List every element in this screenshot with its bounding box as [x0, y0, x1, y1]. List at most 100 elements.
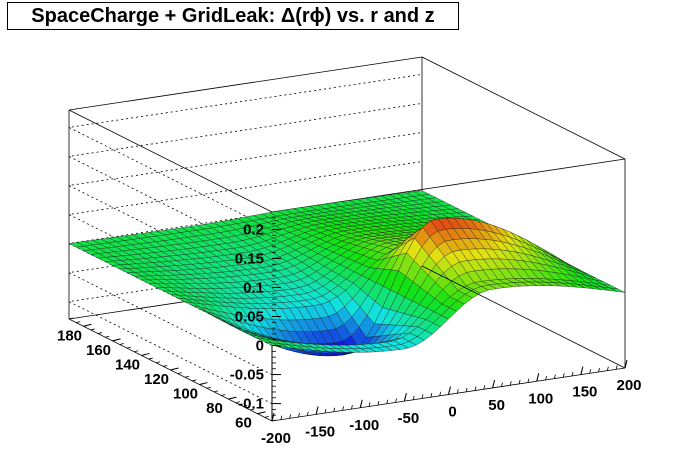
- r-tick-label: 80: [206, 400, 223, 417]
- r-minor-tick: [112, 339, 117, 342]
- x-minor-tick: [624, 363, 627, 369]
- x-minor-tick: [562, 373, 565, 378]
- r-minor-tick: [76, 321, 81, 324]
- x-tick-label: 100: [528, 390, 553, 407]
- x-minor-tick: [554, 374, 556, 379]
- chart-title-box: SpaceCharge + GridLeak: Δ(rϕ) vs. r and …: [7, 2, 459, 30]
- r-minor-tick: [184, 375, 190, 378]
- z-tick-label: 0.15: [235, 250, 264, 267]
- r-minor-tick: [192, 379, 197, 382]
- x-minor-tick: [545, 375, 547, 381]
- x-minor-tick: [527, 378, 530, 383]
- x-minor-tick: [359, 403, 362, 408]
- x-tick-label: 200: [616, 377, 641, 394]
- surface-layer: [68, 190, 626, 357]
- r-minor-tick: [148, 357, 153, 360]
- x-minor-tick: [333, 407, 336, 412]
- r-minor-tick: [83, 324, 88, 327]
- frame-edge: [68, 109, 273, 213]
- x-minor-tick: [315, 410, 318, 415]
- x-minor-tick: [465, 387, 468, 392]
- r-tick-label: 60: [235, 415, 252, 432]
- x-minor-tick: [395, 398, 397, 403]
- x-minor-tick: [536, 377, 539, 382]
- r-tick-label: 120: [144, 371, 169, 388]
- x-minor-tick: [580, 370, 583, 375]
- front-edge: [421, 265, 626, 369]
- r-minor-tick: [141, 354, 146, 356]
- r-minor-tick: [271, 419, 277, 422]
- x-minor-tick: [280, 415, 283, 420]
- x-minor-tick: [377, 401, 380, 406]
- x-minor-tick: [492, 383, 495, 388]
- x-tick-label: -100: [349, 417, 379, 434]
- r-minor-tick: [228, 397, 233, 400]
- frame-edge: [68, 56, 423, 111]
- r-tick-label: 160: [86, 342, 111, 359]
- x-minor-tick: [615, 365, 618, 370]
- x-minor-tick: [474, 386, 477, 391]
- x-minor-tick: [306, 411, 309, 416]
- r-minor-tick: [235, 401, 240, 404]
- r-minor-tick: [257, 412, 262, 415]
- x-tick-label: -150: [305, 423, 335, 440]
- x-minor-tick: [430, 393, 433, 398]
- x-tick-label: 0: [448, 404, 456, 421]
- r-minor-tick: [119, 343, 124, 345]
- x-tick-label: -50: [398, 410, 420, 427]
- r-tick-label: 140: [115, 356, 140, 373]
- x-minor-tick: [439, 391, 442, 396]
- x-minor-tick: [386, 399, 389, 404]
- r-minor-tick: [199, 383, 204, 385]
- x-minor-tick: [412, 395, 415, 400]
- x-minor-tick: [589, 369, 592, 374]
- r-minor-tick: [105, 335, 110, 338]
- r-minor-tick: [134, 350, 139, 353]
- r-minor-tick: [177, 372, 182, 375]
- x-minor-tick: [456, 389, 459, 394]
- r-minor-tick: [90, 328, 95, 331]
- x-minor-tick: [518, 379, 521, 384]
- x-minor-tick: [271, 416, 274, 422]
- x-minor-tick: [324, 408, 327, 414]
- r-minor-tick: [264, 415, 269, 418]
- x-minor-tick: [368, 402, 371, 407]
- r-minor-tick: [155, 361, 161, 364]
- x-minor-tick: [351, 404, 353, 410]
- chart-title: SpaceCharge + GridLeak: Δ(rϕ) vs. r and …: [31, 4, 435, 27]
- z-tick-label: -0.1: [238, 396, 264, 413]
- x-minor-tick: [606, 366, 609, 371]
- surface-cell: [609, 287, 626, 293]
- z-tick-label: 0.05: [235, 309, 264, 326]
- x-minor-tick: [342, 406, 344, 411]
- x-minor-tick: [509, 381, 512, 386]
- z-tick-label: 0.2: [243, 221, 264, 238]
- x-minor-tick: [289, 414, 292, 419]
- r-tick-label: 180: [57, 327, 82, 344]
- x-minor-tick: [448, 390, 450, 395]
- z-gridline: [67, 74, 423, 230]
- r-minor-tick: [250, 408, 255, 411]
- r-minor-tick: [97, 332, 103, 334]
- r-minor-tick: [126, 346, 132, 349]
- x-minor-tick: [403, 397, 406, 402]
- x-tick-label: 50: [488, 397, 505, 414]
- x-tick-label: -200: [261, 430, 291, 447]
- x-tick-label: 150: [572, 384, 597, 401]
- r-minor-tick: [206, 386, 211, 389]
- r-tick-label: 100: [173, 386, 198, 403]
- frame-edge: [421, 56, 626, 160]
- tick-layer: -200 -150 -100 -50 0 50 100 150 2006080100120140…: [57, 217, 642, 447]
- z-tick-label: 0.1: [243, 279, 264, 296]
- r-minor-tick: [68, 317, 74, 320]
- x-minor-tick: [571, 371, 574, 377]
- r-minor-tick: [170, 368, 175, 371]
- r-minor-tick: [163, 364, 168, 367]
- r-minor-tick: [242, 405, 248, 407]
- r-minor-tick: [213, 390, 219, 393]
- x-minor-tick: [598, 367, 600, 373]
- r-minor-tick: [221, 394, 226, 396]
- z-tick-label: -0.05: [230, 367, 264, 384]
- x-minor-tick: [501, 382, 503, 387]
